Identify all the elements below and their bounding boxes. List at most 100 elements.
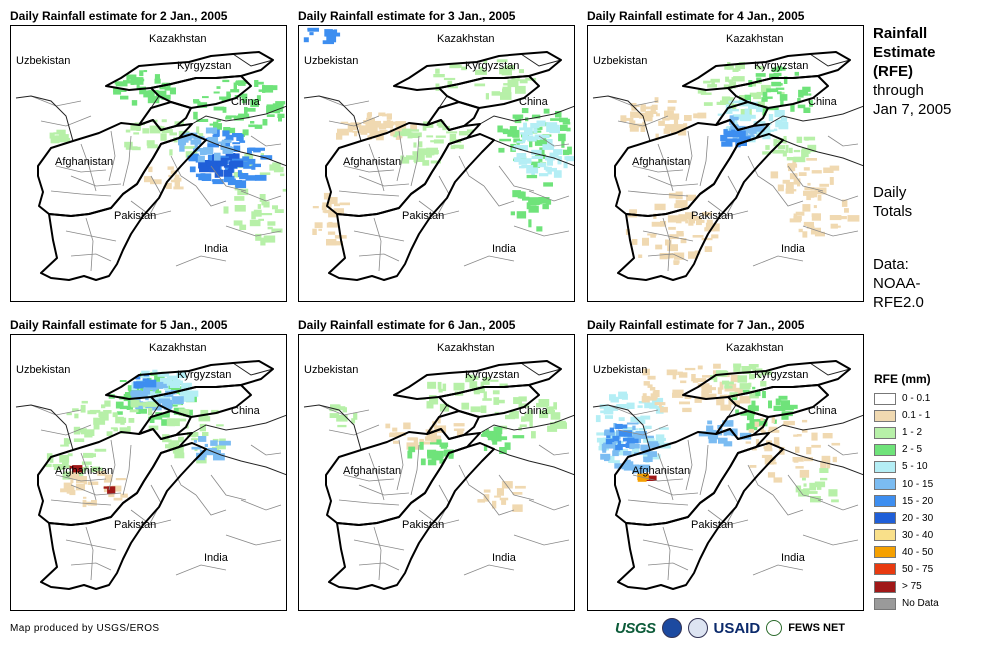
country-label-afghanistan: Afghanistan [55, 465, 114, 477]
province-boundary [752, 255, 804, 267]
rainfall-cell [157, 372, 170, 377]
province-boundary [617, 115, 669, 127]
rainfall-cell [624, 430, 633, 437]
legend-swatch [874, 529, 896, 542]
rainfall-cell [534, 140, 544, 146]
rainfall-cell [631, 448, 640, 455]
rainfall-cell [653, 111, 658, 114]
rainfall-cell [542, 135, 550, 139]
rainfall-cell [393, 440, 400, 444]
side-daily-totals: Daily Totals [873, 183, 912, 221]
rainfall-cell [449, 64, 460, 69]
rainfall-cell [213, 133, 220, 137]
panel-title-jan2: Daily Rainfall estimate for 2 Jan., 2005 [10, 9, 228, 23]
rainfall-cell [748, 105, 758, 109]
rainfall-cell [515, 85, 526, 94]
rainfall-cell [160, 377, 169, 383]
province-boundary [373, 526, 382, 581]
rainfall-cell [693, 113, 704, 119]
panel-title-jan6: Daily Rainfall estimate for 6 Jan., 2005 [298, 318, 516, 332]
rainfall-cell [782, 408, 794, 411]
rainfall-cell [56, 129, 66, 135]
rainfall-cell [466, 129, 474, 134]
rainfall-cell [707, 432, 717, 439]
rainfall-cell [765, 107, 775, 111]
rainfall-cell [518, 403, 530, 408]
rainfall-cell [810, 227, 821, 235]
map-jan4: Kazakhstan Uzbekistan Kyrgyzstan China Afgha… [587, 25, 864, 302]
rainfall-cell [539, 173, 549, 177]
rainfall-cell [748, 126, 757, 134]
rainfall-cell [596, 432, 606, 436]
rainfall-cell [807, 491, 818, 494]
rainfall-cell [726, 130, 739, 138]
rainfall-cell [390, 121, 395, 126]
rainfall-cell [790, 165, 794, 172]
rainfall-cell [174, 386, 182, 394]
rainfall-cell [250, 99, 259, 107]
rainfall-cell [410, 124, 417, 132]
rainfall-cell [134, 77, 143, 83]
rainfall-cell [761, 84, 771, 93]
rainfall-cell [213, 91, 220, 94]
province-boundary [250, 444, 282, 456]
rainfall-cell [678, 372, 688, 378]
rainfall-cell [761, 454, 773, 458]
rainfall-cell [700, 92, 712, 95]
rainfall-cell [667, 100, 677, 103]
rainfall-cell [337, 128, 349, 136]
rainfall-cell [637, 405, 643, 408]
country-border [15, 404, 74, 451]
rainfall-cell [595, 415, 601, 423]
rainfall-cell [764, 447, 773, 452]
rainfall-cell [602, 445, 607, 453]
rainfall-cell [106, 431, 113, 436]
legend-item: 15 - 20 [874, 493, 939, 510]
rainfall-cell [498, 147, 505, 153]
province-boundary [170, 464, 197, 496]
rainfall-cell [806, 447, 812, 455]
rainfall-cell [260, 237, 266, 246]
rainfall-cell [732, 114, 741, 120]
rainfall-cell [251, 165, 256, 170]
country-label-afghanistan: Afghanistan [343, 465, 402, 477]
rainfall-cell [672, 372, 677, 380]
rainfall-cell [810, 496, 821, 503]
rainfall-cell [782, 179, 790, 184]
rainfall-cell [215, 123, 222, 130]
rainfall-cell [692, 235, 704, 238]
rainfall-cell [435, 68, 440, 74]
rainfall-cell [513, 397, 522, 404]
country-label-kyrgyzstan: Kyrgyzstan [177, 60, 232, 72]
rainfall-cell [637, 473, 649, 480]
rainfall-cell [272, 103, 284, 109]
rainfall-cell [749, 92, 759, 96]
rainfall-cell [169, 403, 178, 407]
rainfall-cell [777, 91, 782, 95]
rainfall-cell [829, 215, 842, 221]
rainfall-cell [725, 76, 730, 82]
province-boundary [396, 130, 404, 182]
rainfall-cell [630, 111, 640, 118]
rainfall-cell [618, 417, 625, 421]
rainfall-cell [328, 221, 333, 225]
rainfall-cell [655, 133, 659, 141]
rainfall-cell [172, 396, 184, 404]
province-boundary [498, 165, 535, 192]
rainfall-cell [277, 113, 285, 118]
rainfall-cell [145, 386, 151, 395]
province-boundary [513, 225, 570, 237]
rainfall-cell [303, 37, 309, 43]
rainfall-cell [492, 438, 498, 445]
country-label-afghanistan: Afghanistan [343, 156, 402, 168]
rainfall-cell [642, 121, 646, 126]
rainfall-cell [638, 254, 643, 258]
rainfall-cell [795, 446, 800, 453]
rainfall-cell [550, 412, 561, 420]
rainfall-cell [499, 447, 507, 454]
rainfall-cell [202, 96, 209, 99]
rainfall-cell [147, 407, 153, 416]
rainfall-cell [680, 238, 687, 244]
rainfall-cell [816, 486, 822, 490]
rainfall-cell [844, 208, 849, 213]
